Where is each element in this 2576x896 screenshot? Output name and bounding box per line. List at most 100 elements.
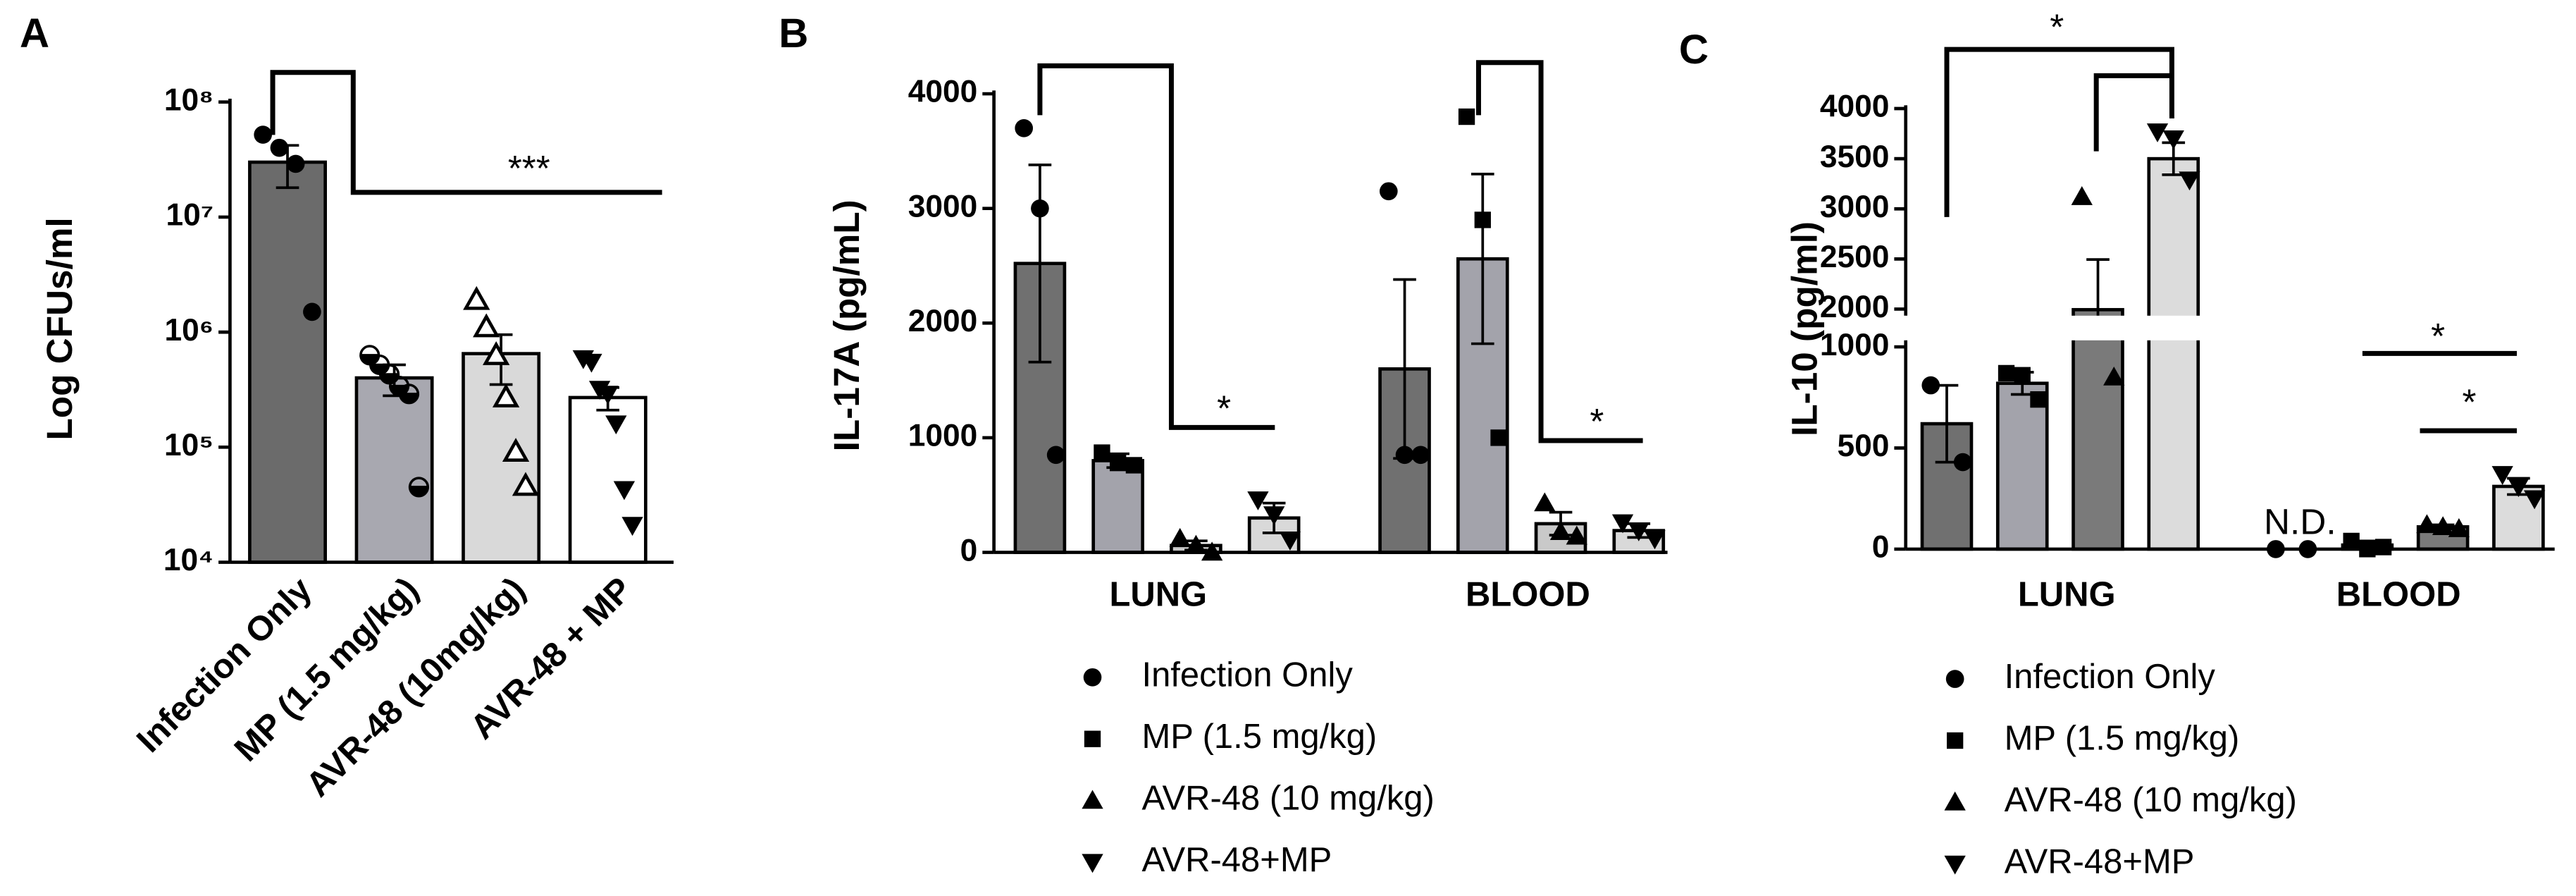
- data-point: [1395, 446, 1414, 465]
- data-point: [1094, 444, 1110, 461]
- data-point: [621, 517, 643, 536]
- data-point: [1921, 376, 1940, 395]
- data-point: [2359, 541, 2376, 558]
- legend-marker: [1082, 790, 1103, 809]
- data-point: [2523, 490, 2546, 510]
- data-point: [613, 481, 636, 501]
- x-tick-label: BLOOD: [1466, 575, 1590, 613]
- data-point: [1998, 364, 2015, 382]
- data-point: [1411, 446, 1430, 465]
- legend-marker: [1084, 730, 1101, 747]
- legend-marker: [1946, 732, 1964, 749]
- y-tick-label: 3000: [908, 189, 978, 223]
- data-point: [1046, 446, 1065, 465]
- data-point: [1953, 453, 1972, 472]
- y-tick-label: 10⁵: [164, 428, 213, 462]
- y-axis-title: Log CFUs/ml: [39, 217, 80, 440]
- y-tick-label: 0: [1872, 530, 1890, 565]
- data-point: [2179, 171, 2200, 191]
- data-point: [2343, 532, 2360, 550]
- legend-label: AVR-48+MP: [1141, 841, 1332, 879]
- data-point: [2030, 391, 2047, 408]
- data-point: [1458, 108, 1475, 125]
- legend-marker: [1944, 855, 1966, 875]
- data-point: [502, 438, 530, 462]
- bar: [354, 376, 434, 564]
- data-point: [379, 364, 400, 385]
- data-point: [2298, 540, 2317, 558]
- data-point: [1534, 492, 1556, 512]
- y-tick-label: 3000: [1820, 190, 1890, 224]
- y-tick-label: 1000: [1820, 328, 1890, 362]
- data-point: [605, 415, 627, 435]
- data-point: [1125, 457, 1143, 474]
- annotation: *: [1217, 388, 1231, 429]
- data-point: [303, 302, 321, 321]
- data-point: [1263, 506, 1285, 526]
- data-point: [597, 386, 619, 405]
- legend-label: AVR-48 (10 mg/kg): [1141, 780, 1434, 818]
- data-point: [483, 340, 510, 365]
- annotation: N.D.: [2264, 501, 2336, 541]
- data-point: [2491, 466, 2513, 485]
- data-point: [2448, 518, 2470, 537]
- data-point: [1474, 211, 1491, 228]
- data-point: [492, 383, 520, 407]
- data-point: [1110, 455, 1127, 472]
- legend-label: AVR-48+MP: [2005, 842, 2195, 880]
- x-tick-label: LUNG: [1109, 575, 1207, 613]
- annotation: *: [1590, 401, 1604, 441]
- legend-label: MP (1.5 mg/kg): [2005, 719, 2240, 757]
- y-tick-label: 4000: [1820, 90, 1890, 124]
- y-tick-label: 2000: [1820, 290, 1890, 324]
- data-point: [1031, 199, 1049, 218]
- annotation: *: [2431, 316, 2445, 356]
- significance-bracket: [1037, 63, 1275, 430]
- data-point: [1169, 527, 1191, 547]
- data-point: [2014, 367, 2031, 383]
- legend-label: MP (1.5 mg/kg): [1141, 718, 1377, 756]
- y-axis-title: IL-10 (pg/ml): [1784, 221, 1824, 436]
- data-point: [1279, 532, 1301, 551]
- significance-bracket: [1475, 60, 1643, 443]
- data-point: [1247, 491, 1269, 510]
- y-tick-label: 10⁴: [163, 543, 213, 577]
- data-point: [1379, 182, 1398, 201]
- data-point: [2162, 130, 2184, 149]
- y-tick-label: 1000: [908, 419, 978, 453]
- data-point: [2374, 539, 2392, 556]
- data-point: [2432, 516, 2454, 536]
- y-tick-label: 500: [1837, 429, 1889, 463]
- y-tick-label: 4000: [908, 75, 978, 109]
- bar: [568, 395, 648, 564]
- data-point: [1628, 522, 1649, 541]
- data-point: [1549, 521, 1572, 540]
- data-point: [2071, 186, 2093, 205]
- data-point: [1566, 525, 1587, 545]
- axis-break: [1899, 315, 2555, 340]
- data-point: [1490, 429, 1507, 446]
- legend-label: AVR-48 (10 mg/kg): [2005, 781, 2297, 819]
- y-tick-label: 2000: [908, 304, 978, 338]
- data-point: [2267, 540, 2285, 558]
- bar: [1995, 381, 2049, 551]
- legend-label: Infection Only: [2005, 658, 2216, 696]
- y-tick-label: 10⁷: [166, 198, 214, 233]
- data-point: [254, 125, 273, 144]
- legend-marker: [1944, 791, 1966, 811]
- data-point: [1201, 541, 1223, 561]
- data-point: [1185, 534, 1207, 554]
- y-tick-label: 3500: [1820, 140, 1890, 174]
- data-point: [1611, 514, 1634, 534]
- bar: [2147, 157, 2200, 551]
- legend-marker: [1945, 670, 1964, 688]
- x-tick-label: LUNG: [2018, 575, 2116, 613]
- data-point: [1644, 530, 1666, 550]
- error-bar: [1028, 163, 1052, 364]
- data-point: [270, 138, 289, 157]
- panel-label: A: [20, 11, 49, 56]
- data-point: [588, 381, 611, 400]
- significance-bracket: [270, 70, 662, 195]
